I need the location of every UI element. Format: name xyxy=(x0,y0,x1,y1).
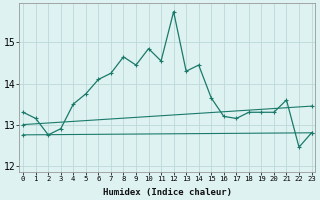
X-axis label: Humidex (Indice chaleur): Humidex (Indice chaleur) xyxy=(103,188,232,197)
